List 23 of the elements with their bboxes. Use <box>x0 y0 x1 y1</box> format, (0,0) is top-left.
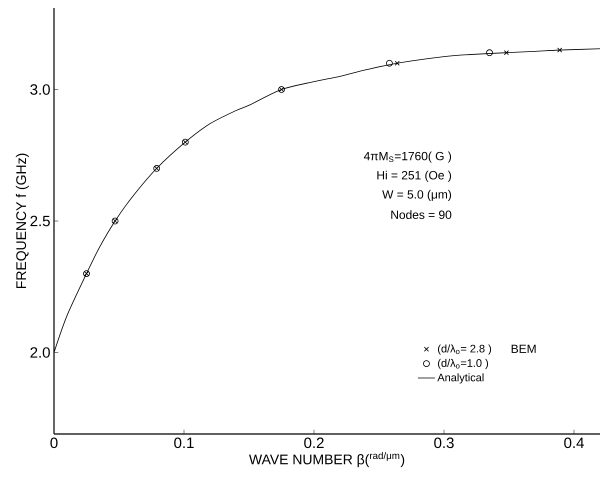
point <box>504 50 509 56</box>
legend-label: (d/λ$_{o}$=1.0 ) <box>438 358 488 370</box>
x-tick-label: 0.4 <box>564 438 584 448</box>
x-tick-label: 0.1 <box>174 438 194 448</box>
y-tick-label: 3.0 <box>30 84 50 95</box>
x-tick-label: 0 <box>50 438 58 448</box>
annotation: Hi = 251 (Oe ) <box>377 170 452 182</box>
annotation: 4πM$_{S}$=1760( G ) <box>364 152 452 163</box>
y-tick-label: 2.0 <box>30 347 50 358</box>
point <box>386 60 393 67</box>
legend-label: Analytical <box>437 373 484 384</box>
annotation: Nodes = 90 <box>391 210 452 219</box>
annotation: W = 5.0 (μm) <box>382 190 452 201</box>
legend-title: BEM <box>512 344 536 353</box>
y-axis-title: FREQUENCY f (GHz) <box>16 154 29 288</box>
y-tick-label: 2.5 <box>30 216 50 226</box>
x-axis-title: WAVE NUMBER β($^{rad/μm}$) <box>249 452 404 468</box>
point <box>394 60 400 66</box>
point <box>557 48 562 53</box>
legend-label: (d/λ$_{o}$= 2.8 ) <box>438 344 492 355</box>
point <box>486 49 493 56</box>
x-tick-label: 0.3 <box>434 438 454 448</box>
x-tick-label: 0.2 <box>304 438 324 448</box>
